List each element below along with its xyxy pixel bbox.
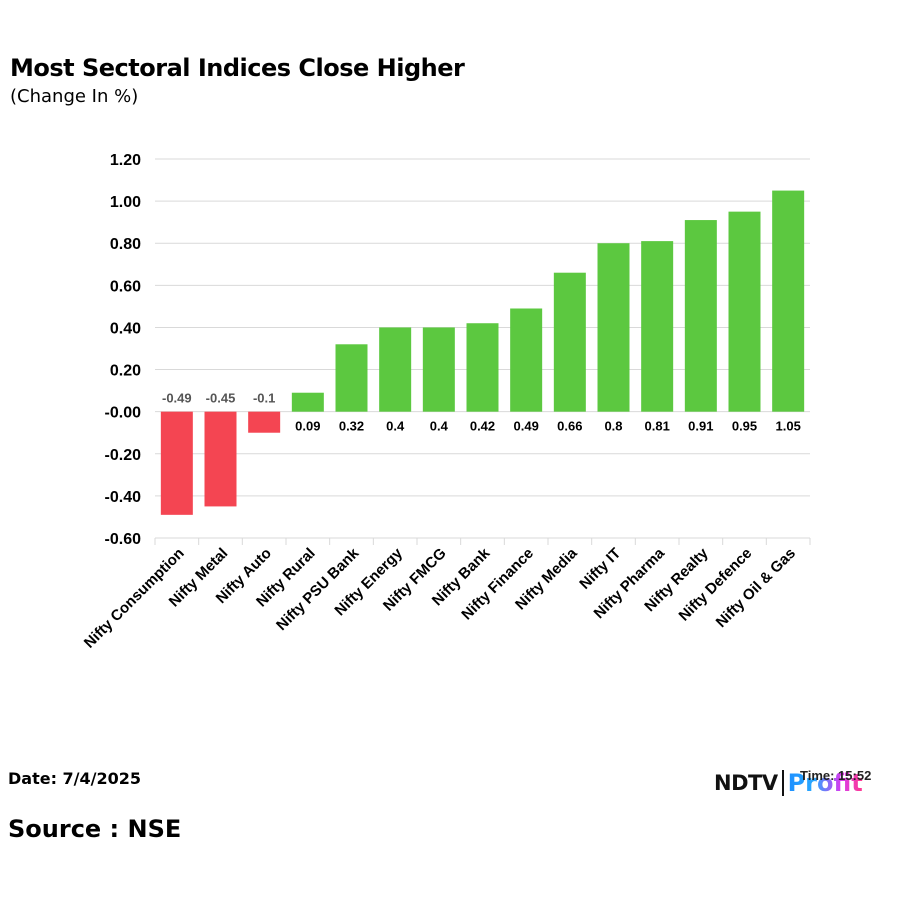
logo-profit-text: Profit — [787, 769, 863, 797]
bar — [597, 243, 630, 412]
data-label: 0.42 — [470, 419, 495, 434]
data-label: 0.49 — [514, 419, 539, 434]
data-label: 0.32 — [339, 419, 364, 434]
y-tick-label: 0.80 — [110, 236, 141, 253]
data-label: 0.81 — [645, 419, 670, 434]
y-tick-label: -0.40 — [105, 489, 142, 506]
data-label: 0.95 — [732, 419, 757, 434]
y-tick-label: 0.40 — [110, 320, 141, 337]
source-label: Source : NSE — [8, 815, 182, 843]
y-tick-label: -0.20 — [105, 447, 142, 464]
y-tick-label: 0.20 — [110, 363, 141, 380]
data-label: -0.49 — [162, 391, 192, 406]
y-tick-label: 1.00 — [110, 194, 141, 211]
bar — [641, 241, 674, 412]
bar — [248, 411, 281, 433]
logo-ndtv-text: NDTV — [714, 771, 778, 795]
data-label: 0.91 — [688, 419, 713, 434]
data-label: -0.45 — [206, 391, 236, 406]
y-tick-label: 0.60 — [110, 278, 141, 295]
chart-title: Most Sectoral Indices Close Higher — [10, 54, 465, 82]
bar — [422, 327, 455, 412]
y-tick-label: -0.00 — [105, 405, 142, 422]
bar-chart: 1.20 1.00 0.80 0.60 0.40 0.20 -0.00 -0.20 -0.40 -… — [81, 152, 811, 652]
bar — [553, 272, 586, 412]
date-label: Date: 7/4/2025 — [8, 769, 142, 788]
logo-time-text: Time: 15:52 — [800, 768, 872, 783]
bar — [204, 411, 237, 507]
y-tick-label: 1.20 — [110, 152, 141, 169]
bar — [335, 344, 368, 412]
bar — [684, 220, 717, 412]
bar — [291, 392, 324, 412]
data-label: 1.05 — [776, 419, 801, 434]
data-label: 0.4 — [430, 419, 449, 434]
data-label: 0.66 — [557, 419, 582, 434]
x-tick-label: Nifty Oil & Gas — [713, 545, 799, 631]
bar — [466, 323, 499, 412]
data-label: 0.09 — [295, 419, 320, 434]
data-label: 0.4 — [386, 419, 405, 434]
ndtv-profit-logo: NDTV Profit Time: 15:52 — [714, 766, 871, 800]
y-tick-label: -0.60 — [105, 531, 142, 548]
bar — [379, 327, 412, 412]
logo-divider — [781, 770, 784, 796]
chart-subtitle: (Change In %) — [10, 86, 139, 107]
bar — [772, 190, 805, 412]
bar — [728, 211, 761, 412]
bar — [510, 308, 543, 412]
data-label: -0.1 — [253, 391, 275, 406]
data-label: 0.8 — [604, 419, 622, 434]
bar — [160, 411, 193, 515]
